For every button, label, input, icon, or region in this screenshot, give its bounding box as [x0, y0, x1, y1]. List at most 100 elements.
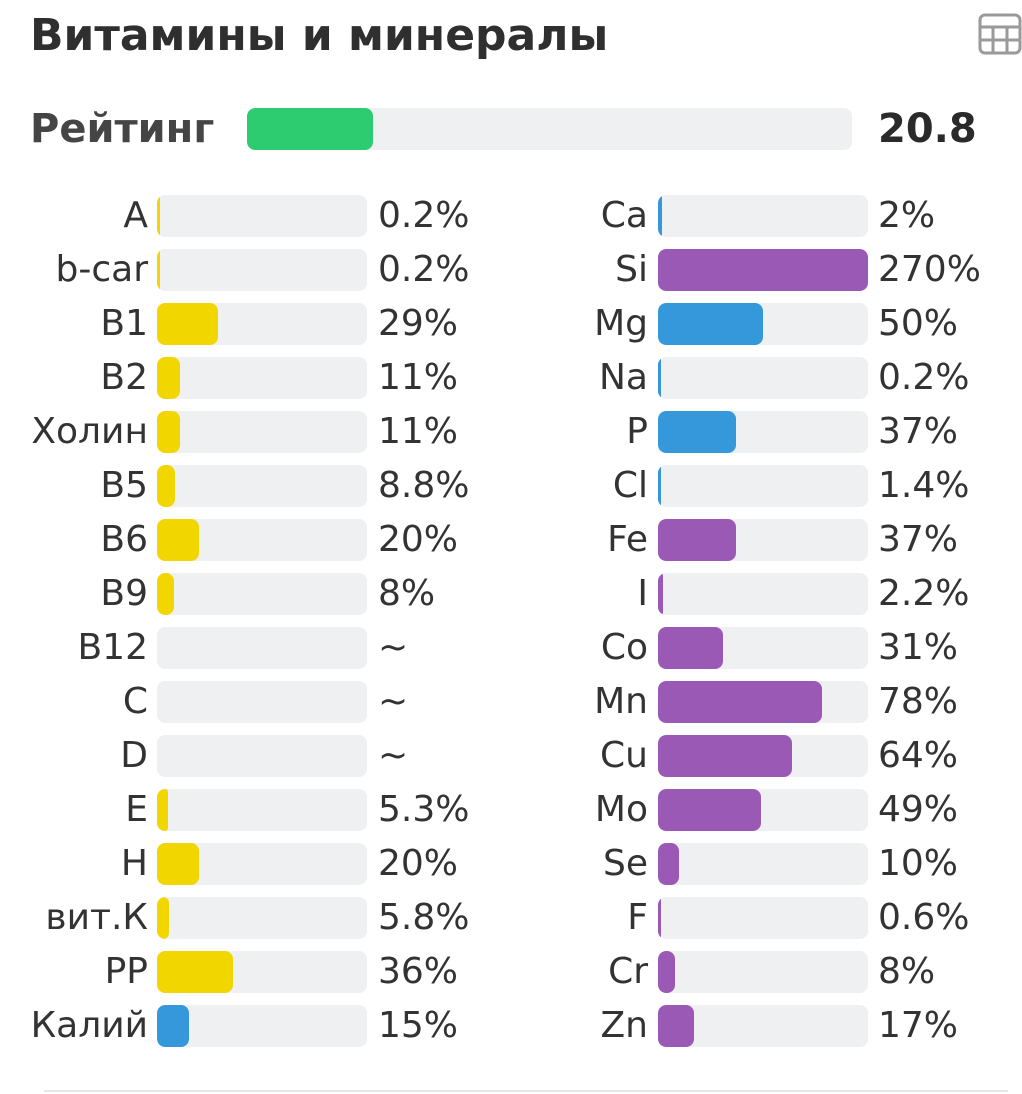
mineral-row: Cu 64%: [500, 734, 980, 778]
mineral-bar-track: [658, 627, 868, 669]
mineral-label: F: [627, 897, 648, 938]
mineral-label: P: [626, 411, 648, 452]
mineral-row: Mn 78%: [500, 680, 980, 724]
vitamin-bar-fill: [157, 411, 181, 453]
vitamin-bar-track: [157, 357, 367, 399]
mineral-bar-track: [658, 303, 868, 345]
vitamin-label: B1: [100, 303, 148, 344]
vitamin-bar-fill: [157, 573, 174, 615]
vitamin-bar-track: [157, 249, 367, 291]
vitamin-value: 0.2%: [378, 249, 470, 290]
vitamin-value: 15%: [378, 1005, 459, 1046]
vitamin-label: C: [122, 681, 148, 722]
mineral-row: Co 31%: [500, 626, 980, 670]
mineral-bar-fill: [658, 627, 724, 669]
vitamin-bar-track: [157, 735, 367, 777]
vitamin-row: B2 11%: [0, 356, 480, 400]
vitamin-bar-track: [157, 573, 367, 615]
vitamin-bar-track: [157, 1005, 367, 1047]
vitamin-row: b-car 0.2%: [0, 248, 480, 292]
vitamin-row: B1 29%: [0, 302, 480, 346]
mineral-bar-track: [658, 1005, 868, 1047]
mineral-label: Na: [599, 357, 648, 398]
vitamin-bar-fill: [157, 303, 218, 345]
table-grid-icon[interactable]: [978, 12, 1022, 56]
mineral-bar-fill: [658, 303, 763, 345]
mineral-value: 37%: [878, 519, 959, 560]
mineral-row: Cl 1.4%: [500, 464, 980, 508]
vitamin-label: A: [123, 195, 148, 236]
vitamin-row: вит.К 5.8%: [0, 896, 480, 940]
mineral-bar-track: [658, 465, 868, 507]
vitamin-label: E: [125, 789, 148, 830]
vitamin-row: C ~: [0, 680, 480, 724]
mineral-bar-track: [658, 681, 868, 723]
rating-bar-fill: [247, 108, 373, 150]
mineral-row: Ca 2%: [500, 194, 980, 238]
mineral-label: Co: [600, 627, 648, 668]
mineral-value: 37%: [878, 411, 959, 452]
mineral-value: 17%: [878, 1005, 959, 1046]
mineral-bar-track: [658, 411, 868, 453]
vitamin-bar-fill: [157, 1005, 189, 1047]
vitamin-value: 5.3%: [378, 789, 470, 830]
vitamin-value: 29%: [378, 303, 459, 344]
vitamin-bar-track: [157, 465, 367, 507]
vitamin-bar-track: [157, 627, 367, 669]
mineral-label: Zn: [600, 1005, 648, 1046]
vitamin-label: b-car: [55, 249, 149, 290]
mineral-label: Cu: [600, 735, 648, 776]
mineral-row: Zn 17%: [500, 1004, 980, 1048]
vitamin-value: 20%: [378, 843, 459, 884]
mineral-row: Fe 37%: [500, 518, 980, 562]
vitamin-row: Калий 15%: [0, 1004, 480, 1048]
mineral-bar-fill: [658, 735, 793, 777]
vitamin-row: H 20%: [0, 842, 480, 886]
vitamin-row: E 5.3%: [0, 788, 480, 832]
mineral-label: Mg: [594, 303, 648, 344]
vitamin-bar-track: [157, 843, 367, 885]
vitamin-row: A 0.2%: [0, 194, 480, 238]
mineral-bar-fill: [658, 357, 661, 399]
mineral-bar-track: [658, 897, 868, 939]
vitamin-bar-track: [157, 681, 367, 723]
mineral-row: F 0.6%: [500, 896, 980, 940]
vitamin-bar-track: [157, 951, 367, 993]
mineral-value: 64%: [878, 735, 959, 776]
vitamin-value: ~: [378, 735, 409, 776]
vitamin-row: Холин 11%: [0, 410, 480, 454]
vitamin-bar-track: [157, 519, 367, 561]
mineral-label: Cl: [612, 465, 648, 506]
vitamin-value: 36%: [378, 951, 459, 992]
mineral-row: Se 10%: [500, 842, 980, 886]
mineral-value: 10%: [878, 843, 959, 884]
vitamin-label: Калий: [30, 1005, 148, 1046]
vitamin-row: B9 8%: [0, 572, 480, 616]
mineral-bar-fill: [658, 951, 675, 993]
mineral-bar-fill: [658, 573, 663, 615]
vitamin-row: B5 8.8%: [0, 464, 480, 508]
vitamin-bar-fill: [157, 465, 176, 507]
mineral-value: 8%: [878, 951, 936, 992]
vitamin-bar-fill: [157, 897, 170, 939]
mineral-bar-fill: [658, 681, 822, 723]
vitamin-bar-fill: [157, 843, 199, 885]
mineral-bar-fill: [658, 1005, 694, 1047]
vitamin-row: B12 ~: [0, 626, 480, 670]
mineral-bar-track: [658, 789, 868, 831]
mineral-label: Mn: [594, 681, 648, 722]
vitamin-bar-track: [157, 789, 367, 831]
vitamin-label: B12: [77, 627, 148, 668]
mineral-bar-fill: [658, 249, 868, 291]
mineral-value: 78%: [878, 681, 959, 722]
vitamin-value: ~: [378, 681, 409, 722]
vitamin-value: 11%: [378, 411, 459, 452]
mineral-value: 1.4%: [878, 465, 970, 506]
mineral-row: Mo 49%: [500, 788, 980, 832]
vitamin-bar-track: [157, 195, 367, 237]
mineral-row: Si 270%: [500, 248, 981, 292]
vitamin-bar-fill: [157, 519, 199, 561]
mineral-value: 2.2%: [878, 573, 970, 614]
vitamin-label: B2: [100, 357, 148, 398]
vitamin-label: D: [120, 735, 148, 776]
